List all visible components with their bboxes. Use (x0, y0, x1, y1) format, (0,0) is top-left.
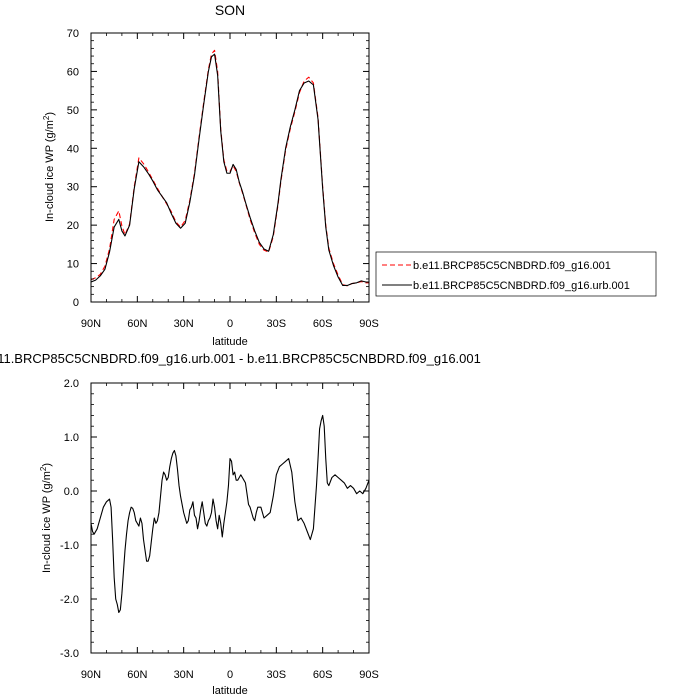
top-chart-panel: SON In-cloud ice WP (g/m2) 0102030405060… (42, 2, 379, 348)
y-tick-label: 0.0 (64, 486, 79, 498)
legend: b.e11.BRCP85C5CNBDRD.f09_g16.001 b.e11.B… (375, 251, 657, 297)
bottom-chart-panel: b.e11.BRCP85C5CNBDRD.f09_g16.urb.001 - b… (0, 351, 481, 697)
series-line-0 (90, 49, 369, 287)
plot-frame (90, 32, 370, 303)
y-tick-label: 20 (67, 220, 79, 232)
y-tick-label: 30 (67, 182, 79, 194)
y-tick-label: 40 (67, 143, 79, 155)
y-tick-label: 50 (67, 105, 79, 117)
x-tick-label: 90S (359, 669, 379, 681)
y-tick-label: 1.0 (64, 432, 79, 444)
legend-item-urb: b.e11.BRCP85C5CNBDRD.f09_g16.urb.001 (382, 280, 630, 292)
legend-box (375, 251, 657, 297)
plot-area: 0 10 20 30 40 50 60 70 90N 60N 30N 0 30S 60S 90S (67, 28, 379, 330)
series-line-0 (90, 414, 370, 614)
x-tick-label: 30S (267, 669, 287, 681)
y-tick-label: 0 (73, 297, 79, 309)
legend-label: b.e11.BRCP85C5CNBDRD.f09_g16.urb.001 (413, 280, 630, 292)
y-axis-label-end: ) (41, 463, 53, 467)
y-axis-label: In-cloud ice WP (g/m2) (42, 112, 56, 222)
x-tick-label: 90N (81, 318, 101, 330)
x-tick-label: 0 (227, 669, 233, 681)
x-tick-label: 90S (359, 318, 379, 330)
x-tick-label: 30N (174, 318, 194, 330)
x-tick-label: 90N (81, 669, 101, 681)
plot-frame (90, 382, 370, 654)
y-tick-label: 70 (67, 28, 79, 40)
y-axis-label-end: ) (44, 112, 56, 116)
x-tick-label: 0 (227, 318, 233, 330)
y-tick-label: -2.0 (60, 594, 79, 606)
y-tick-label: -3.0 (60, 648, 79, 660)
legend-label: b.e11.BRCP85C5CNBDRD.f09_g16.001 (413, 260, 611, 272)
chart-title: SON (215, 2, 245, 18)
y-tick-label: 60 (67, 66, 79, 78)
x-axis-label: latitude (212, 685, 247, 697)
y-axis-label-superscript: 2 (42, 115, 51, 120)
y-tick-label: 2.0 (64, 378, 79, 390)
y-axis-label: In-cloud ice WP (g/m2) (39, 463, 53, 573)
x-tick-label: 60S (313, 669, 333, 681)
x-axis-label: latitude (212, 336, 247, 348)
x-tick-label: 30N (174, 669, 194, 681)
y-axis-label-text: In-cloud ice WP (g/m (41, 471, 53, 573)
x-tick-label: 60S (313, 318, 333, 330)
x-tick-label: 60N (127, 669, 147, 681)
y-axis-label-text: In-cloud ice WP (g/m (44, 120, 56, 222)
legend-item-control: b.e11.BRCP85C5CNBDRD.f09_g16.001 (382, 260, 611, 272)
x-tick-label: 30S (267, 318, 287, 330)
x-tick-label: 60N (127, 318, 147, 330)
y-axis-label-superscript: 2 (39, 466, 48, 471)
plot-area: -3.0 -2.0 -1.0 0.0 1.0 2.0 90N 60N 30N 0 30S 60S 90S (60, 378, 379, 681)
series-line-1 (90, 53, 369, 287)
y-tick-label: 10 (67, 259, 79, 271)
y-tick-label: -1.0 (60, 540, 79, 552)
difference-chart-title: b.e11.BRCP85C5CNBDRD.f09_g16.urb.001 - b… (0, 351, 481, 366)
